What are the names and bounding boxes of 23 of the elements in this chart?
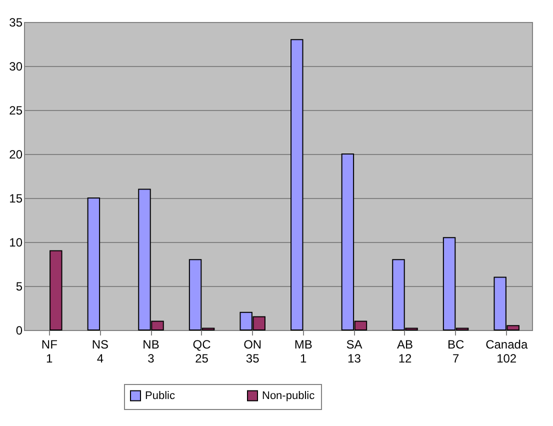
bar [87, 198, 100, 330]
x-tick-label: MB 1 [294, 338, 312, 366]
legend-label: Non-public [262, 390, 316, 402]
x-tick-label: NB 3 [142, 338, 160, 366]
y-tick-label: 30 [9, 60, 23, 74]
y-tick-label: 5 [16, 280, 23, 294]
x-tick-label: Canada 102 [486, 338, 528, 366]
y-tick-label: 20 [9, 148, 23, 162]
bar [290, 39, 304, 330]
x-tick-label: NF 1 [41, 338, 58, 366]
y-tick-label: 35 [9, 16, 23, 30]
y-tick-label: 25 [9, 104, 23, 118]
x-tick-label: SA 13 [346, 338, 362, 366]
x-tick-label: NS 4 [92, 338, 109, 366]
x-tick-label: QC 25 [192, 338, 212, 366]
x-tick-label: ON 35 [244, 338, 262, 366]
y-tick-label: 0 [16, 324, 23, 338]
y-tick-label: 15 [9, 192, 23, 206]
bar [50, 250, 62, 330]
x-tick-label: BC 7 [447, 338, 464, 366]
x-tick-label: AB 12 [396, 338, 414, 366]
y-tick-label: 10 [9, 236, 23, 250]
legend-label: Public [145, 390, 176, 402]
